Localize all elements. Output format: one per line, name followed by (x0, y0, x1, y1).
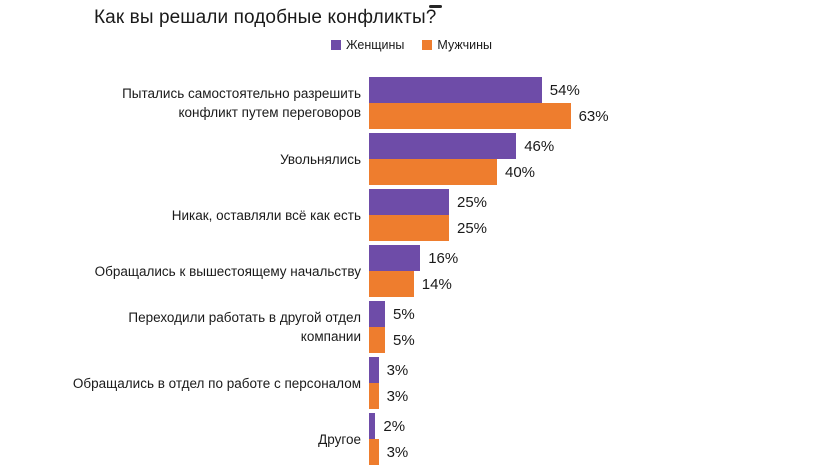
bar-men (369, 439, 379, 465)
bar-line: 3% (369, 357, 408, 383)
bar-group: 5% 5% (369, 301, 415, 353)
category-label: Обращались в отдел по работе с персонало… (0, 357, 369, 409)
bar-line: 40% (369, 159, 554, 185)
bar-line: 3% (369, 383, 408, 409)
category-label-line: конфликт путем переговоров (178, 105, 361, 120)
bar-line: 14% (369, 271, 458, 297)
value-label: 25% (457, 193, 488, 211)
bar-line: 63% (369, 103, 609, 129)
bar-line: 25% (369, 215, 487, 241)
bar-men (369, 383, 379, 409)
legend-label-women: Женщины (346, 38, 405, 52)
category-label: Обращались к вышестоящему начальству (0, 245, 369, 297)
legend-item-men: Мужчины (422, 38, 492, 52)
category-label: Пытались самостоятельно разрешить конфлик… (0, 77, 369, 129)
bar-line: 46% (369, 133, 554, 159)
value-label: 25% (457, 219, 488, 237)
value-label: 14% (421, 275, 452, 293)
bar-line: 5% (369, 327, 415, 353)
chart-title: Как вы решали подобные конфликты? (94, 7, 437, 28)
chart-row: Пытались самостоятельно разрешить конфлик… (0, 77, 609, 129)
bar-group: 54% 63% (369, 77, 609, 129)
bar-line: 16% (369, 245, 458, 271)
value-label: 16% (428, 249, 459, 267)
chart-row: Никак, оставляли всё как есть 25% 25% (0, 189, 609, 241)
women-series-swatch-icon (331, 40, 342, 50)
bar-women (369, 77, 542, 103)
chart-rows: Пытались самостоятельно разрешить конфлик… (0, 77, 609, 469)
value-label: 46% (524, 137, 555, 155)
bar-line: 3% (369, 439, 408, 465)
value-label: 2% (383, 417, 406, 435)
value-label: 3% (386, 387, 409, 405)
value-label: 3% (386, 361, 409, 379)
category-label-line: Переходили работать в другой отдел (128, 310, 361, 325)
category-label-line: компании (300, 329, 361, 344)
value-label: 3% (386, 443, 409, 461)
bar-group: 25% 25% (369, 189, 487, 241)
bar-women (369, 189, 449, 215)
bar-men (369, 159, 497, 185)
category-label: Другое (0, 413, 369, 465)
bar-women (369, 301, 385, 327)
bar-women (369, 413, 376, 439)
chart-row: Обращались к вышестоящему начальству 16% 1… (0, 245, 609, 297)
legend-item-women: Женщины (331, 38, 404, 52)
category-label: Никак, оставляли всё как есть (0, 189, 369, 241)
category-label-line: Никак, оставляли всё как есть (171, 207, 361, 223)
chart-legend: Женщины Мужчины (0, 38, 823, 52)
bar-men (369, 103, 571, 129)
category-label-line: Обращались к вышестоящему начальству (94, 263, 361, 279)
bar-line: 5% (369, 301, 415, 327)
chart-row: Увольнялись 46% 40% (0, 133, 609, 185)
cropped-content-artifact (429, 5, 442, 8)
category-label: Переходили работать в другой отдел компан… (0, 301, 369, 353)
bar-line: 2% (369, 413, 408, 439)
value-label: 54% (549, 81, 580, 99)
bar-group: 2% 3% (369, 413, 408, 465)
bar-men (369, 327, 385, 353)
bar-women (369, 133, 517, 159)
bar-women (369, 245, 421, 271)
category-label: Увольнялись (0, 133, 369, 185)
category-label-line: Увольнялись (280, 151, 361, 167)
value-label: 5% (393, 331, 415, 349)
bar-line: 54% (369, 77, 609, 103)
chart-row: Другое 2% 3% (0, 413, 609, 465)
category-label-line: Пытались самостоятельно разрешить (122, 86, 361, 101)
category-label-line: Другое (318, 431, 361, 447)
value-label: 40% (505, 163, 536, 181)
men-series-swatch-icon (422, 40, 433, 50)
legend-label-men: Мужчины (437, 38, 492, 52)
bar-men (369, 215, 449, 241)
bar-group: 46% 40% (369, 133, 554, 185)
chart-row: Переходили работать в другой отдел компан… (0, 301, 609, 353)
bar-women (369, 357, 379, 383)
bar-group: 16% 14% (369, 245, 458, 297)
category-label-line: Обращались в отдел по работе с персонало… (72, 375, 361, 391)
chart-row: Обращались в отдел по работе с персонало… (0, 357, 609, 409)
bar-line: 25% (369, 189, 487, 215)
value-label: 5% (393, 305, 415, 323)
bar-men (369, 271, 414, 297)
value-label: 63% (578, 107, 609, 125)
bar-group: 3% 3% (369, 357, 408, 409)
